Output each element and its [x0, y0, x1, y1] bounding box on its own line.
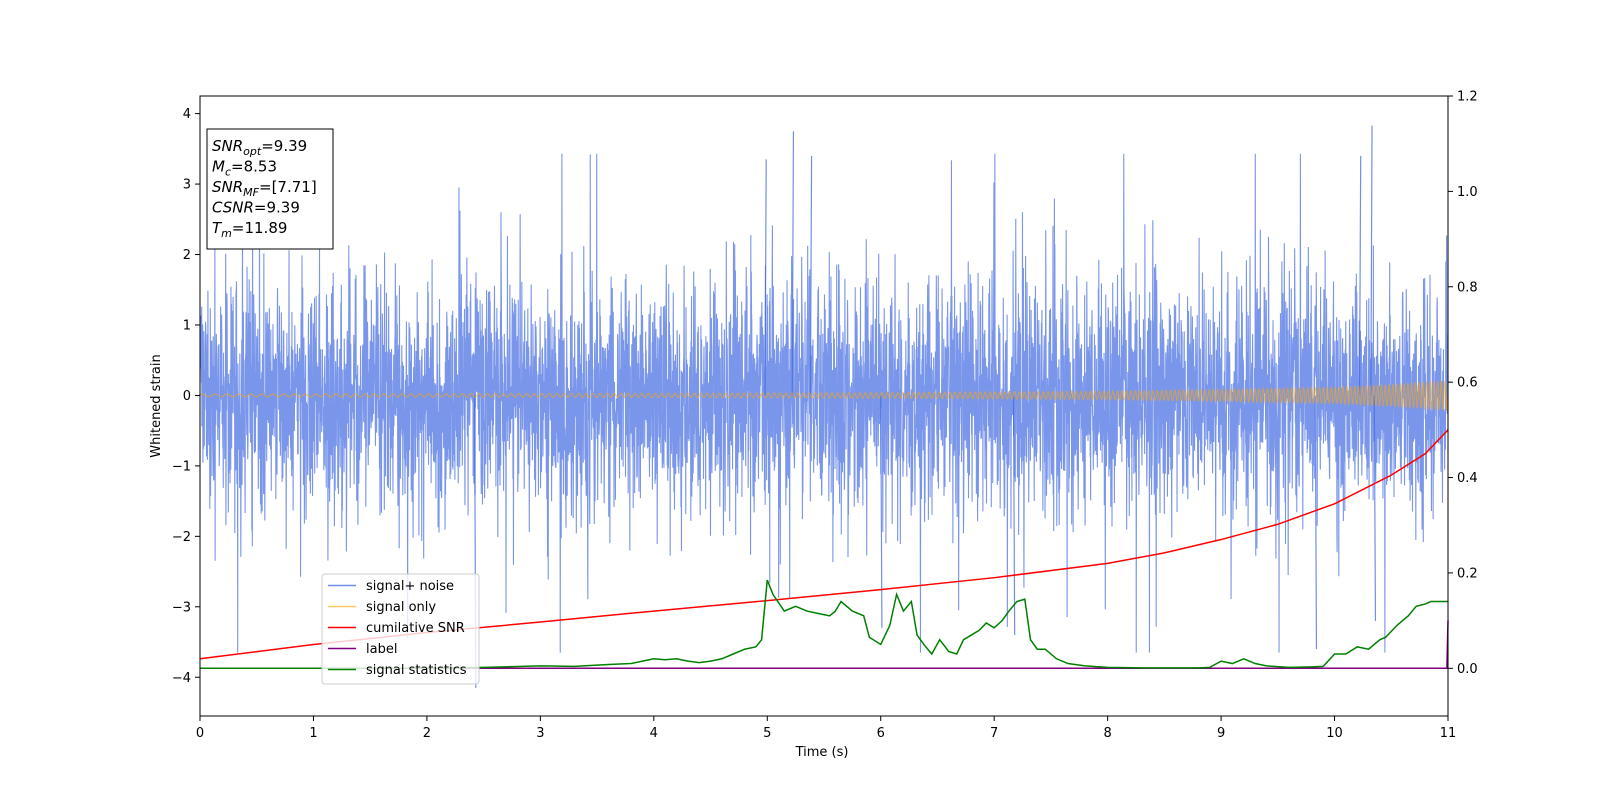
- x-tick-label: 8: [1103, 726, 1111, 741]
- y2-tick-label: 0.6: [1457, 376, 1478, 391]
- y2-tick-label: 0.0: [1457, 662, 1478, 677]
- y-axis-label: Whitened strain: [149, 354, 164, 457]
- info-symbol: SNR: [212, 178, 243, 196]
- series-signal-noise-line: [199, 153, 1449, 653]
- x-tick-label: 5: [763, 726, 771, 741]
- info-subscript: m: [221, 227, 232, 240]
- info-value: =11.89: [232, 219, 288, 237]
- left-axis-ticks: −4 −3 −2 −1 0 1 2 3 4: [172, 107, 200, 686]
- y-tick-label: −1: [172, 459, 191, 474]
- right-axis-ticks: 0.0 0.2 0.4 0.6 0.8 1.0 1.2: [1448, 90, 1478, 677]
- info-box-line: Tm=11.89: [212, 219, 287, 240]
- y2-tick-label: 1.2: [1457, 90, 1478, 105]
- x-axis-label: Time (s): [795, 745, 849, 760]
- y2-tick-label: 0.2: [1457, 566, 1478, 581]
- y2-tick-label: 1.0: [1457, 185, 1478, 200]
- x-tick-label: 9: [1217, 726, 1225, 741]
- series-signal-only-line: [199, 380, 1449, 412]
- info-symbol: T: [212, 219, 223, 237]
- y-tick-label: −4: [172, 671, 191, 686]
- legend-entry: signal statistics: [366, 663, 467, 678]
- legend-entry: label: [366, 642, 397, 657]
- noise-peak: [791, 131, 795, 396]
- y-tick-label: 2: [183, 248, 191, 263]
- info-value: =9.39: [261, 137, 307, 155]
- plot-frame: [199, 95, 1449, 717]
- x-tick-label: 1: [309, 726, 317, 741]
- info-box-line: SNRopt=9.39: [212, 137, 307, 158]
- x-tick-label: 0: [196, 726, 204, 741]
- info-subscript: opt: [243, 145, 262, 158]
- bottom-axis-ticks: 0 1 2 3 4 5 6 7 8 9 10 11: [196, 716, 1456, 741]
- info-box: SNRopt=9.39Mc=8.53SNRMF=[7.71]CSNR=9.39T…: [206, 128, 334, 250]
- y-tick-label: 1: [183, 318, 191, 333]
- info-value: =[7.71]: [259, 178, 317, 196]
- info-box-frame: [206, 128, 334, 250]
- x-tick-label: 3: [536, 726, 544, 741]
- info-box-line: Mc=8.53: [212, 158, 277, 179]
- y-tick-label: −2: [172, 530, 191, 545]
- x-tick-label: 10: [1326, 726, 1343, 741]
- info-value: =8.53: [231, 158, 277, 176]
- y-tick-label: 3: [183, 178, 191, 193]
- noise-peak: [1358, 155, 1362, 396]
- info-subscript: MF: [243, 186, 259, 199]
- info-box-line: CSNR=9.39: [212, 199, 300, 217]
- x-tick-label: 2: [423, 726, 431, 741]
- x-tick-label: 7: [990, 726, 998, 741]
- noise-peak: [1373, 395, 1377, 621]
- info-symbol: M: [212, 158, 225, 176]
- info-subscript: c: [225, 166, 231, 179]
- noise-peak: [764, 159, 767, 396]
- x-tick-label: 4: [650, 726, 658, 741]
- x-tick-label: 6: [877, 726, 885, 741]
- info-symbol: CSNR: [212, 199, 254, 217]
- y2-tick-label: 0.8: [1457, 280, 1478, 295]
- noise-peak: [809, 155, 813, 396]
- x-tick-label: 11: [1440, 726, 1457, 741]
- y-tick-label: −3: [172, 600, 191, 615]
- noise-peak: [1314, 395, 1318, 650]
- series-cumilative-snr-line: [199, 429, 1449, 660]
- legend-entry: signal+ noise: [366, 579, 454, 594]
- info-value: =9.39: [254, 199, 300, 217]
- series-signal-statistics-line: [200, 579, 1448, 670]
- legend: signal+ noise signal only cumilative SNR la…: [321, 573, 480, 685]
- legend-entry: cumilative SNR: [366, 621, 465, 636]
- legend-entry: signal only: [366, 600, 436, 615]
- info-symbol: SNR: [212, 137, 243, 155]
- noise-peak: [1370, 125, 1373, 396]
- legend-frame: [321, 573, 480, 685]
- y-tick-label: 4: [183, 107, 191, 122]
- y2-tick-label: 0.4: [1457, 471, 1478, 486]
- y-tick-label: 0: [183, 389, 191, 404]
- info-box-line: SNRMF=[7.71]: [212, 178, 317, 199]
- noise-peak: [1012, 395, 1016, 635]
